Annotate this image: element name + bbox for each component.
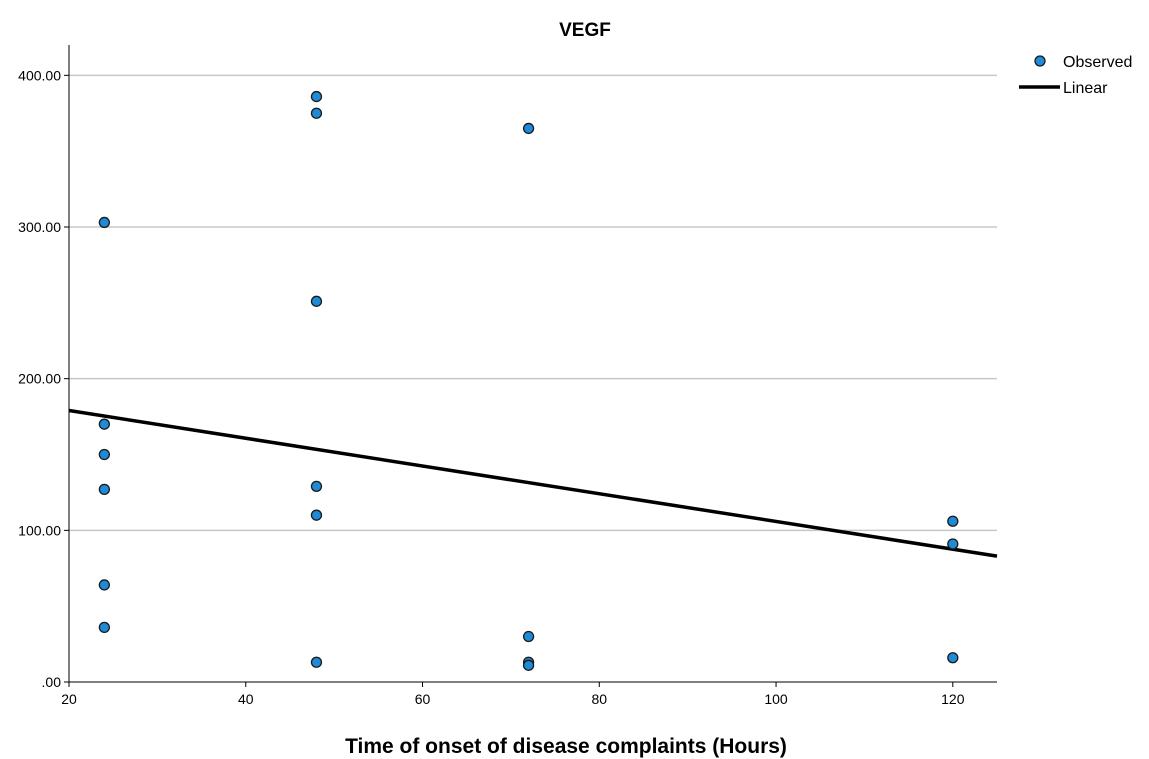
x-tick-label-4: 100: [764, 691, 788, 707]
observed-point-9: [310, 480, 323, 493]
x-tick-label-1: 40: [238, 691, 254, 707]
data-points: [98, 90, 959, 671]
observed-point-17: [947, 538, 959, 550]
observed-point-10: [310, 509, 323, 521]
chart-title: VEGF: [559, 20, 611, 41]
observed-point-15: [522, 659, 535, 671]
observed-point-7: [310, 107, 323, 119]
observed-point-4: [98, 579, 111, 591]
observed-point-13: [522, 630, 535, 643]
observed-point-6: [310, 90, 323, 103]
tick-labels: .00 100.00 200.00 300.00 400.00 20 40 60 80 100 12…: [18, 67, 965, 707]
y-tick-label-0: .00: [42, 674, 62, 690]
x-tick-label-2: 60: [415, 691, 431, 707]
legend-label-1: Linear: [1063, 80, 1108, 97]
x-axis-label: Time of onset of disease complaints (Hou…: [345, 735, 787, 758]
observed-point-8: [310, 295, 323, 307]
legend-point-swatch: [1034, 55, 1046, 67]
observed-point-16: [947, 515, 959, 527]
observed-point-1: [98, 418, 111, 430]
observed-point-11: [310, 656, 323, 668]
y-tick-label-4: 400.00: [18, 67, 61, 83]
axes: [64, 45, 997, 687]
observed-point-12: [522, 122, 535, 135]
x-tick-label-5: 120: [941, 691, 965, 707]
x-tick-label-0: 20: [61, 691, 77, 707]
y-tick-label-2: 200.00: [18, 371, 61, 387]
legend: Observed Linear: [1019, 54, 1132, 97]
observed-point-0: [98, 216, 111, 229]
grid-lines: [69, 74, 997, 532]
observed-point-3: [98, 483, 111, 496]
observed-point-18: [947, 652, 959, 664]
x-tick-label-3: 80: [591, 691, 607, 707]
y-tick-label-1: 100.00: [18, 522, 61, 538]
observed-point-2: [98, 448, 111, 461]
y-tick-label-3: 300.00: [18, 219, 61, 235]
fit-line-layer: [68, 408, 998, 558]
legend-label-0: Observed: [1063, 54, 1132, 71]
linear-fit-line: [68, 408, 998, 558]
observed-point-5: [98, 621, 111, 634]
